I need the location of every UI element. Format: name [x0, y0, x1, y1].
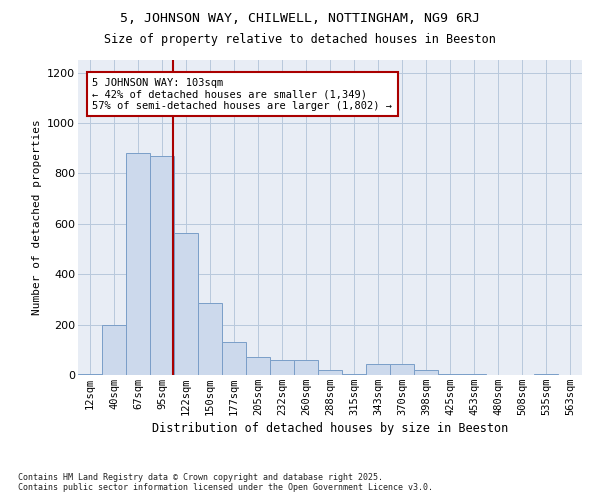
Text: Size of property relative to detached houses in Beeston: Size of property relative to detached ho…: [104, 32, 496, 46]
X-axis label: Distribution of detached houses by size in Beeston: Distribution of detached houses by size …: [152, 422, 508, 435]
Bar: [102, 324, 126, 375]
Bar: [174, 232, 198, 375]
Y-axis label: Number of detached properties: Number of detached properties: [32, 120, 41, 316]
Bar: [222, 342, 246, 375]
Bar: [414, 370, 438, 375]
Bar: [462, 374, 486, 375]
Bar: [78, 374, 102, 375]
Bar: [366, 364, 390, 375]
Text: 5 JOHNSON WAY: 103sqm
← 42% of detached houses are smaller (1,349)
57% of semi-d: 5 JOHNSON WAY: 103sqm ← 42% of detached …: [92, 78, 392, 111]
Bar: [150, 156, 174, 375]
Bar: [126, 153, 150, 375]
Bar: [438, 374, 462, 375]
Bar: [342, 374, 366, 375]
Bar: [294, 360, 318, 375]
Text: Contains HM Land Registry data © Crown copyright and database right 2025.
Contai: Contains HM Land Registry data © Crown c…: [18, 473, 433, 492]
Bar: [198, 303, 222, 375]
Bar: [534, 374, 558, 375]
Bar: [390, 364, 414, 375]
Text: 5, JOHNSON WAY, CHILWELL, NOTTINGHAM, NG9 6RJ: 5, JOHNSON WAY, CHILWELL, NOTTINGHAM, NG…: [120, 12, 480, 26]
Bar: [270, 360, 294, 375]
Bar: [246, 358, 270, 375]
Bar: [318, 370, 342, 375]
